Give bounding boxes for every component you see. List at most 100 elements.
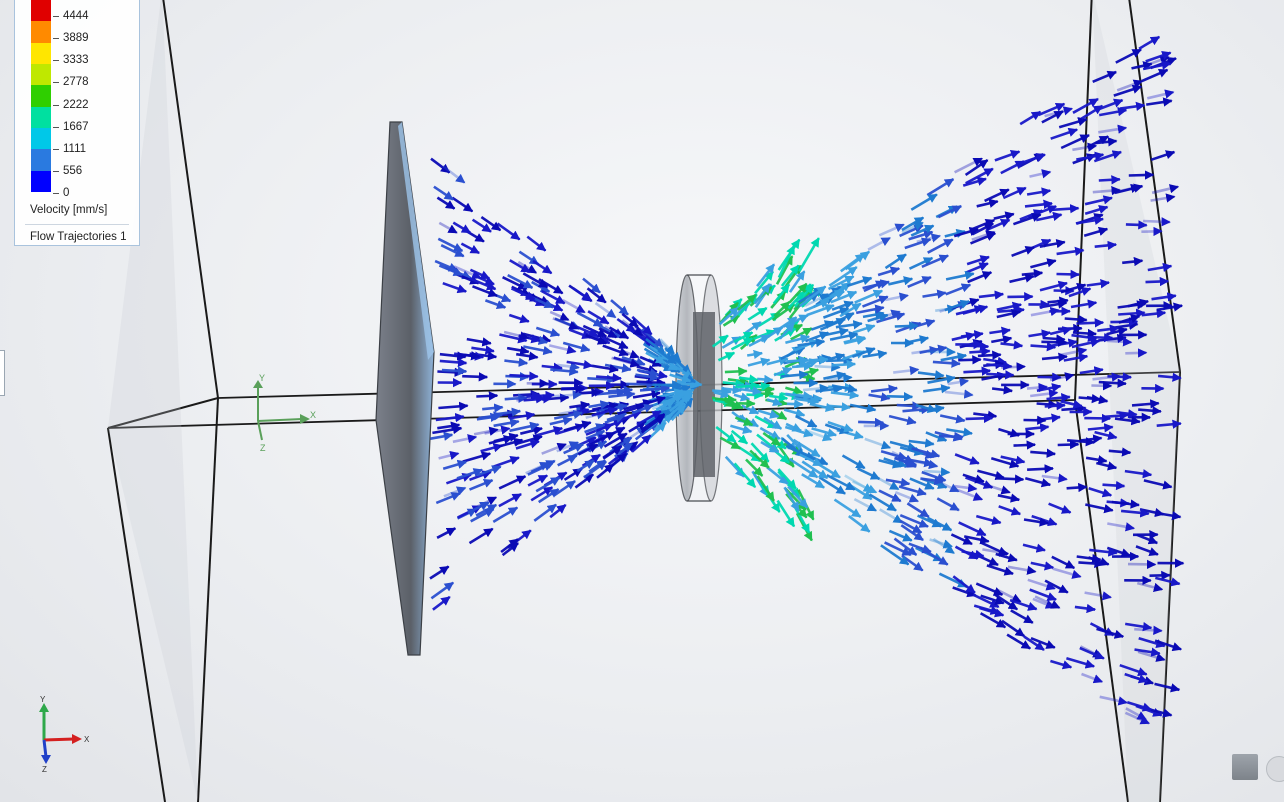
reference-triad[interactable]: Y X Z [39, 695, 90, 774]
velocity-arrow [899, 446, 924, 456]
velocity-arrow [719, 436, 741, 450]
velocity-arrow [979, 612, 1007, 629]
velocity-arrow [799, 453, 823, 467]
velocity-arrow [451, 196, 474, 213]
ref-triad-x-label: X [84, 735, 90, 744]
velocity-arrow [926, 516, 953, 532]
velocity-arrow [1027, 464, 1054, 474]
velocity-arrow [747, 357, 771, 367]
velocity-arrow [1136, 581, 1164, 592]
velocity-arrow [884, 292, 909, 302]
velocity-arrow [493, 418, 520, 428]
legend-tick: 556 [52, 165, 83, 177]
velocity-arrow [1009, 598, 1038, 611]
velocity-arrow [1158, 511, 1182, 521]
velocity-arrow [722, 378, 745, 389]
velocity-arrow [1141, 68, 1169, 83]
velocity-arrow [1125, 220, 1148, 230]
velocity-arrow [1019, 110, 1042, 126]
velocity-arrow [738, 374, 759, 384]
velocity-arrow [737, 381, 760, 391]
velocity-arrow [848, 515, 871, 533]
velocity-arrow [772, 283, 791, 305]
velocity-arrow [1079, 646, 1105, 660]
velocity-arrow [884, 541, 912, 557]
velocity-arrow [853, 497, 878, 512]
velocity-arrow [796, 358, 820, 368]
velocity-arrow [1125, 348, 1148, 358]
view-cube-button[interactable] [1232, 754, 1258, 780]
velocity-arrow [1025, 423, 1050, 433]
velocity-arrow [1041, 110, 1064, 124]
velocity-arrow [749, 449, 770, 469]
velocity-arrow [1072, 97, 1099, 114]
velocity-arrow [939, 414, 966, 424]
velocity-arrow [960, 330, 984, 340]
velocity-arrow [1039, 238, 1066, 249]
velocity-arrow [645, 351, 666, 364]
velocity-arrow [1135, 545, 1159, 556]
velocity-arrow [962, 176, 987, 187]
velocity-arrow [777, 238, 801, 271]
velocity-arrow [849, 403, 877, 413]
velocity-arrow [473, 426, 499, 436]
velocity-arrow [833, 498, 862, 518]
velocity-arrow [1151, 292, 1177, 302]
velocity-arrow [899, 519, 923, 534]
velocity-legend[interactable]: 4444 3889 3333 2778 2222 1667 1111 556 0… [14, 0, 140, 246]
velocity-arrow [996, 308, 1022, 319]
legend-color-swatch [31, 106, 51, 128]
velocity-arrow [790, 327, 813, 341]
velocity-arrow [978, 290, 1005, 300]
velocity-arrow [549, 344, 577, 355]
velocity-arrow [554, 390, 583, 400]
velocity-arrow [721, 384, 743, 395]
velocity-arrow [1116, 79, 1144, 92]
legend-color-swatch [31, 170, 51, 192]
velocity-arrow [456, 468, 483, 480]
velocity-arrow [1098, 124, 1128, 134]
velocity-arrow [1034, 595, 1061, 610]
velocity-arrow [826, 473, 856, 491]
velocity-arrow [1120, 508, 1150, 518]
velocity-arrow [965, 262, 989, 274]
velocity-arrow [1030, 636, 1056, 649]
velocity-arrow [458, 351, 481, 361]
velocity-arrow [520, 391, 542, 401]
velocity-arrow [1124, 469, 1153, 479]
velocity-arrow [500, 538, 519, 554]
velocity-arrow [1047, 296, 1069, 306]
velocity-arrow [438, 221, 458, 234]
velocity-arrow [436, 527, 457, 539]
velocity-arrow [724, 455, 746, 478]
velocity-arrow [953, 226, 979, 238]
velocity-arrow [1095, 461, 1118, 471]
velocity-arrow [893, 365, 920, 376]
velocity-arrow [801, 473, 825, 489]
velocity-arrow [986, 361, 1013, 371]
velocity-arrow [1051, 555, 1076, 570]
side-panel-handle[interactable] [0, 350, 5, 396]
velocity-arrow [471, 218, 492, 233]
velocity-arrow [1106, 337, 1133, 347]
velocity-arrow [519, 425, 543, 435]
velocity-arrow [991, 385, 1014, 395]
velocity-arrow [1072, 142, 1098, 152]
velocity-arrow [1060, 399, 1083, 409]
velocity-arrow [753, 329, 776, 341]
velocity-arrow [1030, 448, 1057, 458]
velocity-arrow [867, 236, 891, 251]
view-orientation-button[interactable] [1266, 756, 1284, 782]
velocity-arrow [778, 322, 795, 340]
velocity-arrow [1030, 561, 1055, 571]
velocity-arrow [1075, 215, 1105, 225]
velocity-arrow [927, 238, 954, 254]
velocity-arrow [783, 408, 806, 418]
velocity-arrow [922, 289, 947, 299]
velocity-arrow [498, 475, 527, 490]
velocity-arrow [877, 266, 901, 277]
velocity-arrow [1030, 306, 1060, 317]
velocity-arrow [639, 384, 671, 394]
velocity-arrow [879, 508, 903, 524]
